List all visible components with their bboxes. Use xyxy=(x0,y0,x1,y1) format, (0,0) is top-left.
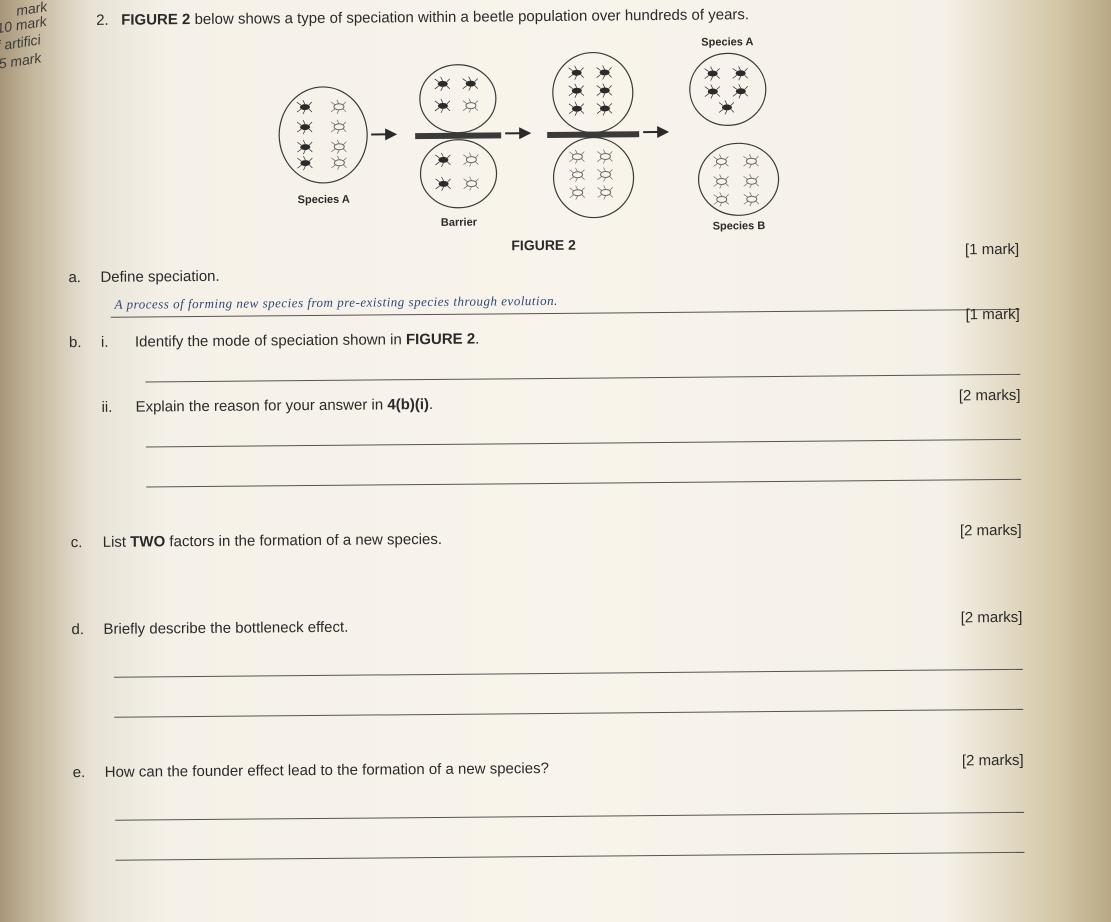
marks-label: [2 marks] xyxy=(962,752,1024,770)
speciation-diagram: Species A Barrier xyxy=(242,30,844,235)
part-letter: e. xyxy=(63,764,105,781)
answer-line[interactable]: A process of forming new species from pr… xyxy=(111,284,1020,318)
part-letter xyxy=(59,399,101,416)
question-number: 2. xyxy=(96,12,109,29)
part-e: e. How can the founder effect lead to th… xyxy=(63,756,1034,781)
part-a: a. Define speciation. [1 mark] xyxy=(58,261,1029,286)
part-letter: a. xyxy=(58,269,100,286)
part-letter: b. xyxy=(59,334,101,351)
answer-line[interactable] xyxy=(114,644,1023,678)
part-text: Identify the mode of speciation shown in… xyxy=(135,326,1030,351)
marks-label: [1 mark] xyxy=(966,306,1020,323)
part-letter: d. xyxy=(61,621,103,638)
marks-label: [2 marks] xyxy=(961,609,1023,627)
label-species-b: Species B xyxy=(712,220,765,232)
part-text: How can the founder effect lead to the f… xyxy=(105,756,1034,781)
label-species-a-top: Species A xyxy=(701,36,753,48)
answer-line[interactable] xyxy=(145,349,1020,383)
part-d: d. Briefly describe the bottleneck effec… xyxy=(61,613,1032,638)
marks-label: [2 marks] xyxy=(959,387,1021,405)
marks-label: [1 mark] xyxy=(965,241,1019,258)
answer-line[interactable] xyxy=(115,787,1024,821)
part-text: Briefly describe the bottleneck effect. xyxy=(103,613,1032,638)
marks-label: [2 marks] xyxy=(960,522,1022,540)
question-intro: below shows a type of speciation within … xyxy=(190,6,749,28)
worksheet-page: mark 10 mark f artifici 5 mark 2. FIGURE… xyxy=(56,0,1035,921)
question-header: 2. FIGURE 2 below shows a type of specia… xyxy=(96,4,1027,29)
sub-letter: ii. xyxy=(101,399,135,416)
figure-2: Species A Barrier xyxy=(56,29,1029,247)
label-species-a-left: Species A xyxy=(297,194,349,206)
answer-line[interactable] xyxy=(146,414,1021,448)
part-text: Explain the reason for your answer in 4(… xyxy=(135,391,1030,416)
sub-letter: i. xyxy=(101,334,135,351)
part-text: Define speciation. xyxy=(100,261,1029,286)
label-barrier: Barrier xyxy=(440,217,477,229)
margin-note: 5 mark xyxy=(0,49,42,71)
figure-caption: FIGURE 2 xyxy=(58,233,1029,257)
part-b-i: b. i. Identify the mode of speciation sh… xyxy=(59,326,1030,351)
part-letter: c. xyxy=(61,534,103,551)
handwritten-answer: A process of forming new species from pr… xyxy=(115,293,558,313)
figure-ref: FIGURE 2 xyxy=(121,11,190,29)
answer-line[interactable] xyxy=(115,827,1024,861)
part-b-ii: ii. Explain the reason for your answer i… xyxy=(59,391,1030,416)
